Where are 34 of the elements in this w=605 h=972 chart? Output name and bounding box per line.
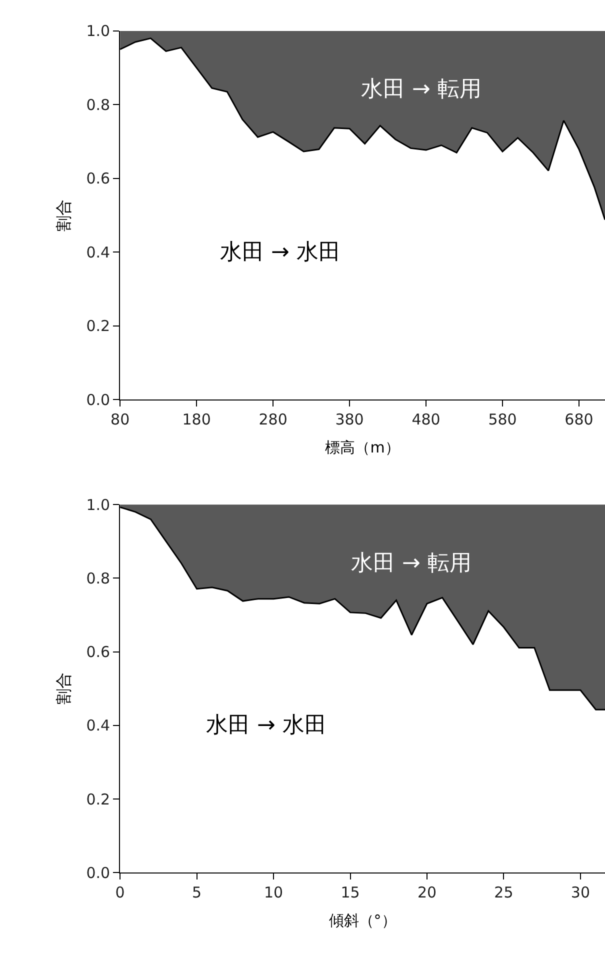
- y-axis-title: 割合: [54, 199, 74, 232]
- x-tick-label: 180: [182, 410, 211, 429]
- x-axis-title: 標高（m）: [325, 438, 400, 457]
- y-tick-label: 0.4: [86, 243, 110, 262]
- y-tick-label: 0.2: [86, 317, 110, 336]
- x-tick-label: 580: [488, 410, 517, 429]
- annotation: 水田 → 水田: [206, 713, 326, 738]
- y-tick-label: 0.6: [86, 643, 110, 662]
- x-tick-label: 80: [110, 410, 130, 429]
- annotation: 水田 → 転用: [361, 77, 482, 102]
- x-tick-label: 5: [192, 884, 202, 902]
- y-tick-label: 0.8: [86, 569, 110, 588]
- y-tick-label: 0.8: [86, 96, 110, 114]
- y-tick-label: 0.0: [86, 390, 110, 409]
- y-axis-title: 割合: [54, 672, 74, 705]
- x-tick-label: 20: [417, 884, 437, 902]
- x-tick-label: 25: [494, 884, 514, 902]
- x-tick-label: 480: [412, 410, 440, 429]
- y-tick-label: 0.6: [86, 170, 110, 188]
- y-tick-label: 0.2: [86, 790, 110, 808]
- x-tick-label: 15: [340, 884, 360, 902]
- y-tick-label: 1.0: [86, 22, 110, 40]
- annotation: 水田 → 水田: [220, 240, 340, 265]
- annotation: 水田 → 転用: [351, 551, 472, 576]
- x-tick-label: 30: [570, 884, 590, 902]
- x-axis-title: 傾斜（°）: [328, 912, 396, 930]
- y-tick-label: 0.4: [86, 716, 110, 735]
- y-tick-label: 1.0: [86, 496, 110, 514]
- x-tick-label: 10: [264, 884, 284, 902]
- x-tick-label: 380: [335, 410, 364, 429]
- x-tick-label: 280: [258, 410, 288, 429]
- x-tick-label: 0: [115, 884, 125, 902]
- y-tick-label: 0.0: [86, 864, 110, 882]
- x-tick-label: 680: [564, 410, 594, 429]
